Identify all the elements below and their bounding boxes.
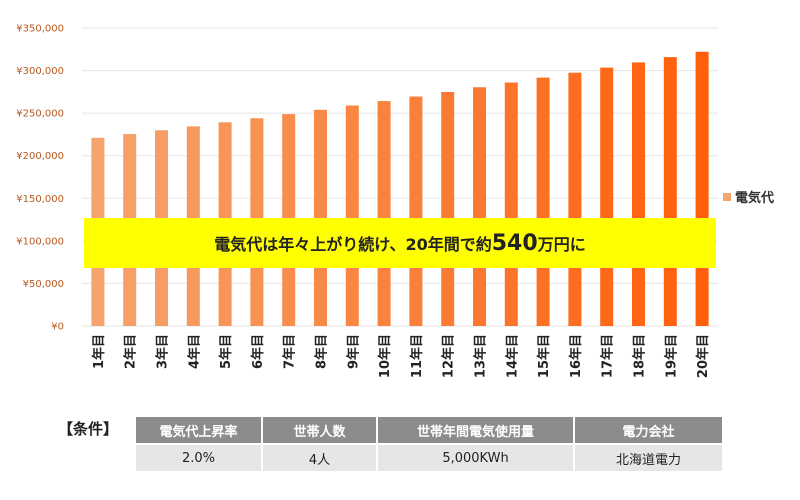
y-tick-label: ¥200,000 [16, 151, 64, 162]
y-tick-label: ¥50,000 [23, 279, 64, 290]
legend-label: 電気代 [735, 190, 774, 206]
x-tick-label: 13年目 [473, 334, 489, 378]
bar [473, 87, 486, 326]
x-tick-label: 17年目 [600, 334, 616, 378]
x-tick-label: 16年目 [568, 334, 584, 378]
bar [314, 109, 327, 326]
conditions-header-row: 電気代上昇率 世帯人数 世帯年間電気使用量 電力会社 [136, 417, 722, 445]
value-rate: 2.0% [136, 444, 263, 471]
bar [504, 82, 518, 327]
x-axis-ticks: 1年目 2年目 3年目 4年目 5年目 6年目 7年目 8年目 9年目 10年目 11年目 12年目 1… [91, 334, 711, 378]
x-tick-label: 12年目 [441, 334, 457, 378]
conditions-value-row: 2.0% 4人 5,000KWh 北海道電力 [136, 444, 722, 471]
bar [663, 57, 677, 326]
bars [91, 51, 709, 327]
bar [632, 62, 645, 327]
value-usage: 5,000KWh [377, 444, 575, 471]
bar [695, 51, 709, 327]
bar [409, 96, 423, 326]
banner-text-before: 電気代は年々上がり続け、20年間で約 [214, 235, 492, 254]
bar [536, 77, 550, 327]
x-tick-label: 8年目 [314, 334, 330, 369]
x-tick-label: 18年目 [632, 334, 648, 378]
x-tick-label: 11年目 [409, 334, 425, 378]
x-tick-label: 15年目 [536, 334, 552, 378]
legend-swatch [723, 193, 731, 201]
value-company: 北海道電力 [574, 444, 722, 471]
y-tick-label: ¥0 [51, 322, 64, 333]
x-tick-label: 1年目 [91, 334, 107, 369]
y-tick-label: ¥150,000 [16, 194, 64, 205]
banner-text-after: 万円に [537, 235, 586, 254]
header-usage: 世帯年間電気使用量 [377, 417, 575, 445]
conditions-label: 【条件】 [58, 420, 119, 438]
y-tick-label: ¥100,000 [16, 236, 64, 247]
y-tick-label: ¥250,000 [16, 109, 64, 120]
bar [600, 67, 614, 326]
x-tick-label: 5年目 [218, 334, 234, 369]
x-tick-label: 2年目 [123, 334, 139, 369]
value-household: 4人 [262, 444, 378, 471]
conditions-table: 電気代上昇率 世帯人数 世帯年間電気使用量 電力会社 2.0% 4人 5,000… [136, 417, 722, 471]
header-household: 世帯人数 [262, 417, 378, 445]
banner-highlight: 540 [491, 230, 538, 256]
y-axis-ticks: ¥0 ¥50,000 ¥100,000 ¥150,000 ¥200,000 ¥250,00… [16, 24, 64, 333]
header-company: 電力会社 [574, 417, 722, 445]
y-tick-label: ¥350,000 [16, 24, 64, 35]
bar [568, 72, 582, 326]
gridlines [82, 27, 718, 327]
header-rate: 電気代上昇率 [136, 417, 263, 445]
x-tick-label: 4年目 [186, 334, 202, 369]
bar [377, 101, 391, 326]
x-tick-label: 7年目 [282, 334, 298, 369]
x-tick-label: 20年目 [695, 334, 711, 378]
y-tick-label: ¥300,000 [16, 66, 64, 77]
legend: 電気代 [723, 190, 774, 206]
x-tick-label: 10年目 [377, 334, 393, 378]
x-tick-label: 14年目 [504, 334, 520, 378]
x-tick-label: 6年目 [250, 334, 266, 369]
bar [345, 105, 359, 326]
callout-banner: 電気代は年々上がり続け、20年間で約 540 万円に [84, 218, 716, 268]
x-tick-label: 9年目 [345, 334, 361, 369]
x-tick-label: 19年目 [663, 334, 679, 378]
bar [441, 91, 455, 326]
x-tick-label: 3年目 [155, 334, 171, 369]
